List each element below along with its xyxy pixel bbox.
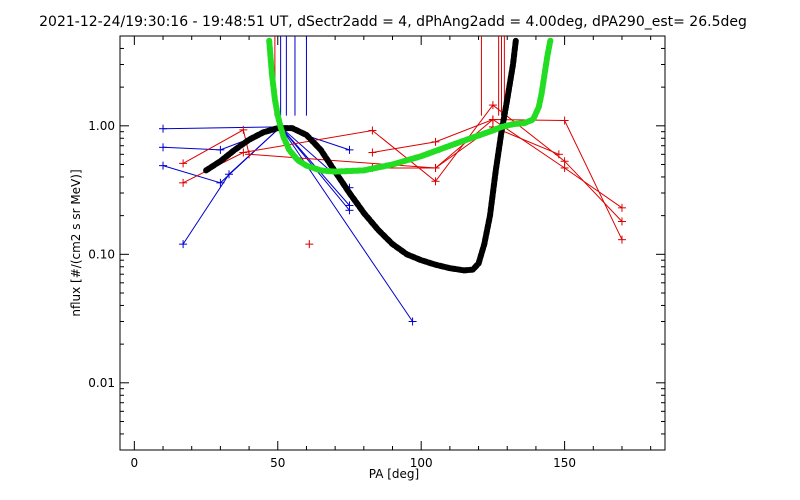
red-point bbox=[431, 137, 440, 146]
blue-point bbox=[159, 143, 168, 152]
red-point bbox=[179, 178, 188, 187]
red-point bbox=[368, 126, 377, 135]
red-point bbox=[179, 159, 188, 168]
x-tick-label: 150 bbox=[553, 456, 576, 470]
red-point bbox=[488, 115, 497, 124]
green-model-curve bbox=[266, 37, 554, 175]
y-tick-label: 1.00 bbox=[88, 119, 115, 133]
red-point bbox=[305, 240, 314, 249]
blue-point bbox=[179, 240, 188, 249]
red-point bbox=[239, 148, 248, 157]
x-tick-label: 0 bbox=[131, 456, 139, 470]
red-point bbox=[617, 217, 626, 226]
red-point bbox=[560, 157, 569, 166]
red-point bbox=[554, 150, 563, 159]
blue-point bbox=[216, 145, 225, 154]
blue-point bbox=[225, 170, 233, 179]
red-point bbox=[617, 203, 626, 212]
red-series-line bbox=[372, 126, 560, 169]
y-tick-label: 0.01 bbox=[88, 376, 115, 390]
blue-point bbox=[159, 124, 168, 133]
axes: 0 50 100 150 0.01 0.10 1.00 bbox=[88, 35, 666, 470]
plot-area bbox=[159, 36, 626, 326]
chart-title: 2021-12-24/19:30:16 - 19:48:51 UT, dSect… bbox=[39, 14, 747, 30]
red-point bbox=[431, 177, 440, 186]
red-point bbox=[368, 148, 377, 157]
y-axis-label: nflux [#/(cm2 s sr MeV)] bbox=[69, 169, 83, 316]
red-point bbox=[431, 163, 440, 172]
red-point bbox=[239, 125, 248, 134]
blue-point bbox=[408, 317, 417, 326]
black-model-curve bbox=[203, 37, 519, 274]
red-point bbox=[560, 163, 569, 172]
y-tick-label: 0.10 bbox=[88, 247, 115, 261]
x-tick-label: 100 bbox=[410, 456, 433, 470]
blue-point bbox=[159, 161, 168, 170]
x-axis-label: PA [deg] bbox=[369, 467, 419, 481]
red-point bbox=[617, 235, 626, 244]
blue-point bbox=[345, 145, 354, 154]
blue-point bbox=[345, 201, 354, 210]
x-tick-label: 50 bbox=[270, 456, 285, 470]
red-point bbox=[560, 116, 569, 125]
red-point bbox=[488, 101, 497, 110]
